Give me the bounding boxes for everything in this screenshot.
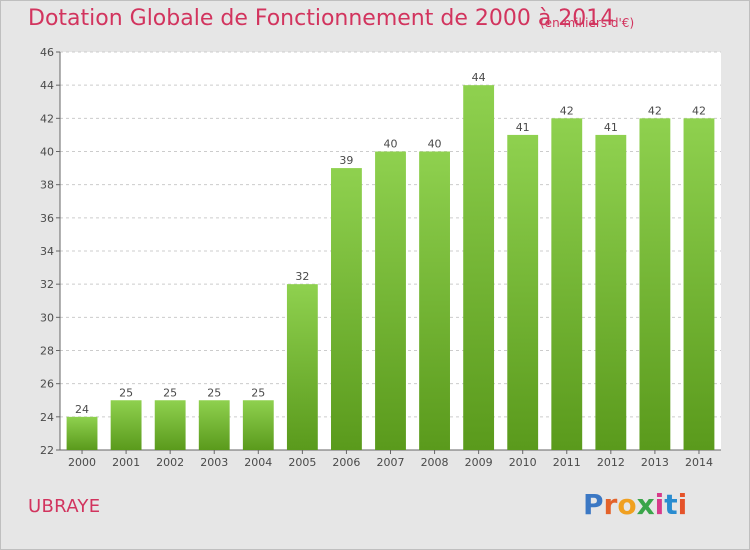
- bar-2009: [463, 85, 495, 451]
- value-label-2005: 32: [295, 270, 309, 283]
- label-layer: 22 24 26 28 30 32 34 36 38 40 42 44 46 24 2000 25 2001 25…: [40, 46, 713, 469]
- bar-2010: [507, 134, 539, 450]
- value-label-2011: 42: [560, 104, 574, 117]
- x-tick-label-2010: 2010: [509, 456, 537, 469]
- value-label-2004: 25: [251, 386, 265, 399]
- y-tick-label: 28: [40, 345, 54, 358]
- x-tick-label-2003: 2003: [200, 456, 228, 469]
- value-label-2012: 41: [604, 121, 618, 134]
- bar-2014: [683, 118, 715, 450]
- chart-title: Dotation Globale de Fonctionnement de 20…: [28, 6, 615, 31]
- y-tick-label: 22: [40, 444, 54, 457]
- value-label-2010: 41: [516, 121, 530, 134]
- bar-2013: [639, 118, 671, 450]
- y-tick-label: 24: [40, 411, 54, 424]
- bar-2001: [110, 400, 142, 450]
- bar-2012: [595, 134, 627, 450]
- x-tick-label-2001: 2001: [112, 456, 140, 469]
- value-label-2001: 25: [119, 386, 133, 399]
- value-label-2009: 44: [472, 71, 486, 84]
- x-tick-label-2009: 2009: [465, 456, 493, 469]
- bar-2007: [375, 151, 406, 450]
- y-tick-label: 30: [40, 311, 54, 324]
- x-tick-label-2004: 2004: [244, 456, 272, 469]
- commune-name: UBRAYE: [28, 496, 101, 517]
- bar-2003: [198, 400, 230, 450]
- x-tick-label-2011: 2011: [553, 456, 581, 469]
- x-tick-label-2005: 2005: [288, 456, 316, 469]
- bar-2008: [419, 151, 450, 450]
- x-tick-label-2000: 2000: [68, 456, 96, 469]
- y-tick-label: 42: [40, 112, 54, 125]
- bar-2006: [331, 168, 362, 451]
- x-tick-label-2012: 2012: [597, 456, 625, 469]
- x-tick-label-2007: 2007: [377, 456, 405, 469]
- value-label-2013: 42: [648, 104, 662, 117]
- y-tick-label: 40: [40, 146, 54, 159]
- bar-2005: [286, 284, 318, 450]
- x-tick-label-2014: 2014: [685, 456, 713, 469]
- y-tick-label: 34: [40, 245, 54, 258]
- x-tick-label-2002: 2002: [156, 456, 184, 469]
- y-tick-label: 44: [40, 79, 54, 92]
- value-label-2008: 40: [428, 138, 442, 151]
- y-tick-label: 46: [40, 46, 54, 59]
- x-tick-label-2013: 2013: [641, 456, 669, 469]
- proxiti-logo: Proxiti: [583, 488, 688, 521]
- value-label-2003: 25: [207, 386, 221, 399]
- y-tick-label: 36: [40, 212, 54, 225]
- y-tick-label: 32: [40, 278, 54, 291]
- bar-layer: [66, 85, 715, 451]
- chart-subtitle: (en milliers d'€): [540, 16, 635, 30]
- bar-2000: [66, 416, 98, 450]
- value-label-2014: 42: [692, 104, 706, 117]
- value-label-2000: 24: [75, 403, 89, 416]
- bar-2004: [242, 400, 274, 450]
- bar-2002: [154, 400, 186, 450]
- y-tick-label: 38: [40, 179, 54, 192]
- value-label-2006: 39: [339, 154, 353, 167]
- x-tick-label-2006: 2006: [332, 456, 360, 469]
- bar-2011: [551, 118, 583, 450]
- y-tick-label: 26: [40, 378, 54, 391]
- value-label-2002: 25: [163, 386, 177, 399]
- x-tick-label-2008: 2008: [421, 456, 449, 469]
- value-label-2007: 40: [384, 138, 398, 151]
